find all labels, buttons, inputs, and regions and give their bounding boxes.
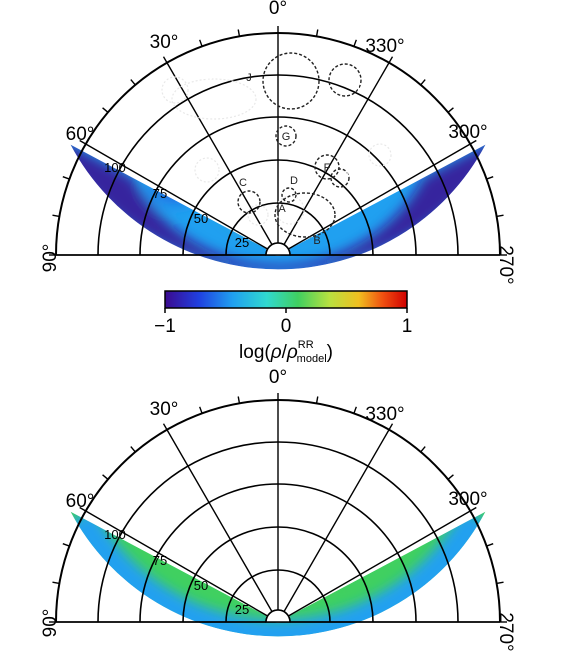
bottom-polar-panel: 0° 30° 330° 60° 300° 90° 270° 25 50 75 100 [40, 367, 516, 652]
bottom-outer-tick [237, 396, 241, 404]
top-angle-label: 60° [66, 124, 95, 145]
bottom-outer-tick [52, 581, 60, 585]
bottom-outer-tick [353, 406, 357, 414]
top-outer-tick [420, 79, 426, 86]
region-label-g: G [282, 131, 291, 143]
bottom-radial-label: 50 [194, 578, 208, 593]
region-label-l: L [357, 84, 363, 96]
top-outer-tick [353, 39, 357, 47]
bottom-spoke-30 [166, 429, 273, 612]
bottom-angle-label: 270° [495, 612, 516, 651]
top-region-labels: A B C D E F G H I J K L M [130, 72, 398, 247]
bottom-outer-tick [315, 396, 319, 404]
top-angle-label: 90° [40, 244, 61, 273]
top-radial-label: 75 [153, 186, 167, 201]
top-polar-grid [49, 26, 507, 256]
bottom-outer-tick [130, 446, 136, 453]
top-outer-tick [447, 107, 454, 113]
top-spoke-30 [166, 62, 273, 245]
colorbar-tick-label: −1 [154, 316, 176, 337]
bottom-angle-label: 0° [269, 367, 287, 388]
bottom-outer-tick [162, 423, 168, 431]
colorbar-title: log(ρ/ρRR model) [239, 339, 333, 365]
region-label-c: C [239, 177, 247, 189]
top-outer-tick [199, 39, 203, 47]
bottom-outer-tick [486, 543, 494, 547]
top-angle-label: 300° [448, 122, 487, 143]
top-outer-tick [162, 56, 168, 64]
top-spoke-60 [85, 143, 268, 250]
bottom-outer-tick [469, 506, 477, 512]
bottom-spoke-60 [85, 510, 268, 617]
bottom-radial-label: 100 [104, 527, 126, 542]
region-label-i: I [395, 134, 398, 146]
bottom-angle-label: 30° [150, 399, 179, 420]
bottom-radial-label: 75 [153, 553, 167, 568]
bottom-angle-label: 90° [40, 609, 61, 638]
region-label-b: B [313, 235, 320, 247]
top-outer-tick [388, 56, 394, 64]
region-label-m: M [130, 113, 139, 125]
region-label-k: K [206, 76, 214, 88]
colorbar-tick-label: 0 [281, 316, 292, 337]
top-outer-tick [486, 176, 494, 180]
top-angle-label: 330° [365, 36, 404, 57]
top-outer-tick [237, 29, 241, 37]
bottom-radial-label: 25 [235, 602, 249, 617]
region-label-h: H [177, 164, 185, 176]
colorbar-ticks: −1 0 1 [154, 308, 412, 337]
top-radial-label: 100 [104, 160, 126, 175]
bottom-outer-tick [102, 474, 109, 480]
bottom-outer-tick [199, 406, 203, 414]
bottom-spoke--30 [283, 429, 390, 612]
top-region-circles [161, 52, 392, 238]
bottom-hub [265, 609, 291, 623]
top-outer-tick [79, 139, 87, 145]
colorbar: −1 0 1 log(ρ/ρRR model) [154, 290, 412, 365]
top-radial-label: 25 [235, 235, 249, 250]
bottom-angle-label: 300° [448, 489, 487, 510]
colorbar-gradient [164, 290, 408, 309]
region-label-e: E [346, 167, 353, 179]
top-spoke--30 [283, 62, 390, 245]
bottom-outer-tick [496, 581, 504, 585]
top-angle-label: 270° [495, 245, 516, 284]
top-outer-tick [52, 214, 60, 218]
top-hub [265, 242, 291, 256]
region-label-a: A [278, 203, 286, 215]
top-outer-tick [315, 29, 319, 37]
top-outer-tick [102, 107, 109, 113]
top-spoke--60 [288, 143, 471, 250]
bottom-outer-tick [62, 543, 70, 547]
region-label-f: F [324, 162, 331, 174]
region-label-d: D [290, 175, 298, 187]
bottom-polar-grid [49, 393, 507, 623]
top-angle-label: 30° [150, 32, 179, 53]
colorbar-tick-label: 1 [402, 316, 413, 337]
bottom-outer-tick [388, 423, 394, 431]
bottom-outer-tick [447, 474, 454, 480]
top-polar-panel: A B C D E F G H I J K L M 0° 30° 330° 60° 300° 90° 270° 25 5… [40, 0, 516, 285]
top-radial-label: 50 [194, 211, 208, 226]
top-outer-tick [469, 139, 477, 145]
bottom-outer-tick [420, 446, 426, 453]
bottom-axis-labels: 0° 30° 330° 60° 300° 90° 270° 25 50 75 100 [40, 367, 516, 652]
bottom-spoke--60 [288, 510, 471, 617]
top-outer-tick [130, 79, 136, 86]
top-outer-tick [496, 214, 504, 218]
region-label-j: J [246, 72, 252, 84]
bottom-angle-label: 60° [66, 491, 95, 512]
bottom-outer-tick [79, 506, 87, 512]
bottom-angle-label: 330° [365, 404, 404, 425]
top-axis-labels: 0° 30° 330° 60° 300° 90° 270° 25 50 75 100 [40, 0, 516, 285]
top-outer-tick [62, 176, 70, 180]
top-angle-label: 0° [269, 0, 287, 19]
